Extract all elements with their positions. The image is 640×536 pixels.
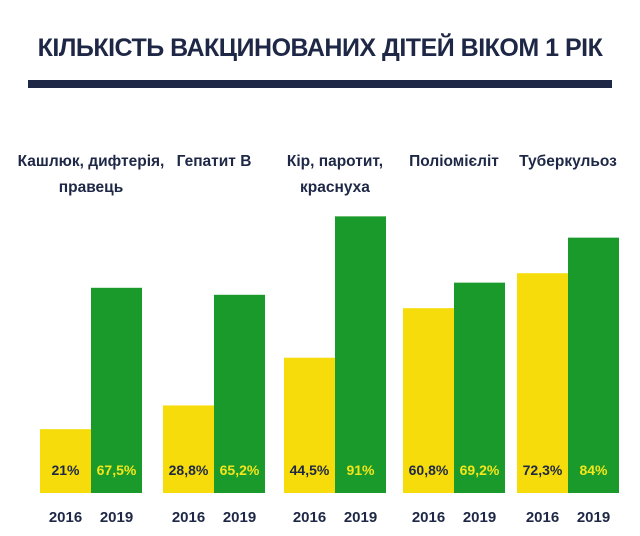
bar-2016 (163, 405, 214, 493)
data-label: 91% (346, 462, 375, 478)
category-label: Туберкульоз (519, 153, 617, 170)
bar-2016 (403, 308, 454, 493)
bar-2016 (284, 357, 335, 493)
category-label: Кашлюк, дифтерія, (18, 153, 165, 170)
data-label: 69,2% (460, 462, 500, 478)
category-label: Кір, паротит, (287, 153, 383, 170)
category-label: правець (59, 179, 123, 196)
data-label: 84% (579, 462, 608, 478)
year-label: 2019 (344, 509, 377, 526)
data-label: 67,5% (97, 462, 137, 478)
data-label: 21% (51, 462, 80, 478)
bar-2019 (568, 237, 619, 493)
category-label: Поліомієліт (409, 153, 499, 170)
data-label: 44,5% (290, 462, 330, 478)
year-label: 2016 (526, 509, 559, 526)
data-label: 72,3% (523, 462, 563, 478)
chart-title: КІЛЬКІСТЬ ВАКЦИНОВАНИХ ДІТЕЙ ВІКОМ 1 РІК (37, 34, 603, 62)
bar-2019 (335, 216, 386, 494)
category-label: краснуха (300, 179, 370, 196)
bar-2016 (40, 429, 91, 493)
bar-2019 (214, 294, 265, 493)
data-label: 65,2% (220, 462, 260, 478)
year-label: 2016 (412, 509, 445, 526)
bar-2019 (454, 282, 505, 493)
bar-2019 (91, 287, 142, 493)
year-label: 2016 (293, 509, 326, 526)
year-label: 2019 (223, 509, 256, 526)
year-label: 2016 (172, 509, 205, 526)
data-label: 28,8% (169, 462, 209, 478)
title-divider (28, 80, 612, 88)
year-label: 2019 (463, 509, 496, 526)
year-label: 2019 (577, 509, 610, 526)
category-label: Гепатит В (177, 153, 252, 170)
data-label: 60,8% (409, 462, 449, 478)
year-label: 2019 (100, 509, 133, 526)
year-label: 2016 (49, 509, 82, 526)
bar-2016 (517, 273, 568, 493)
